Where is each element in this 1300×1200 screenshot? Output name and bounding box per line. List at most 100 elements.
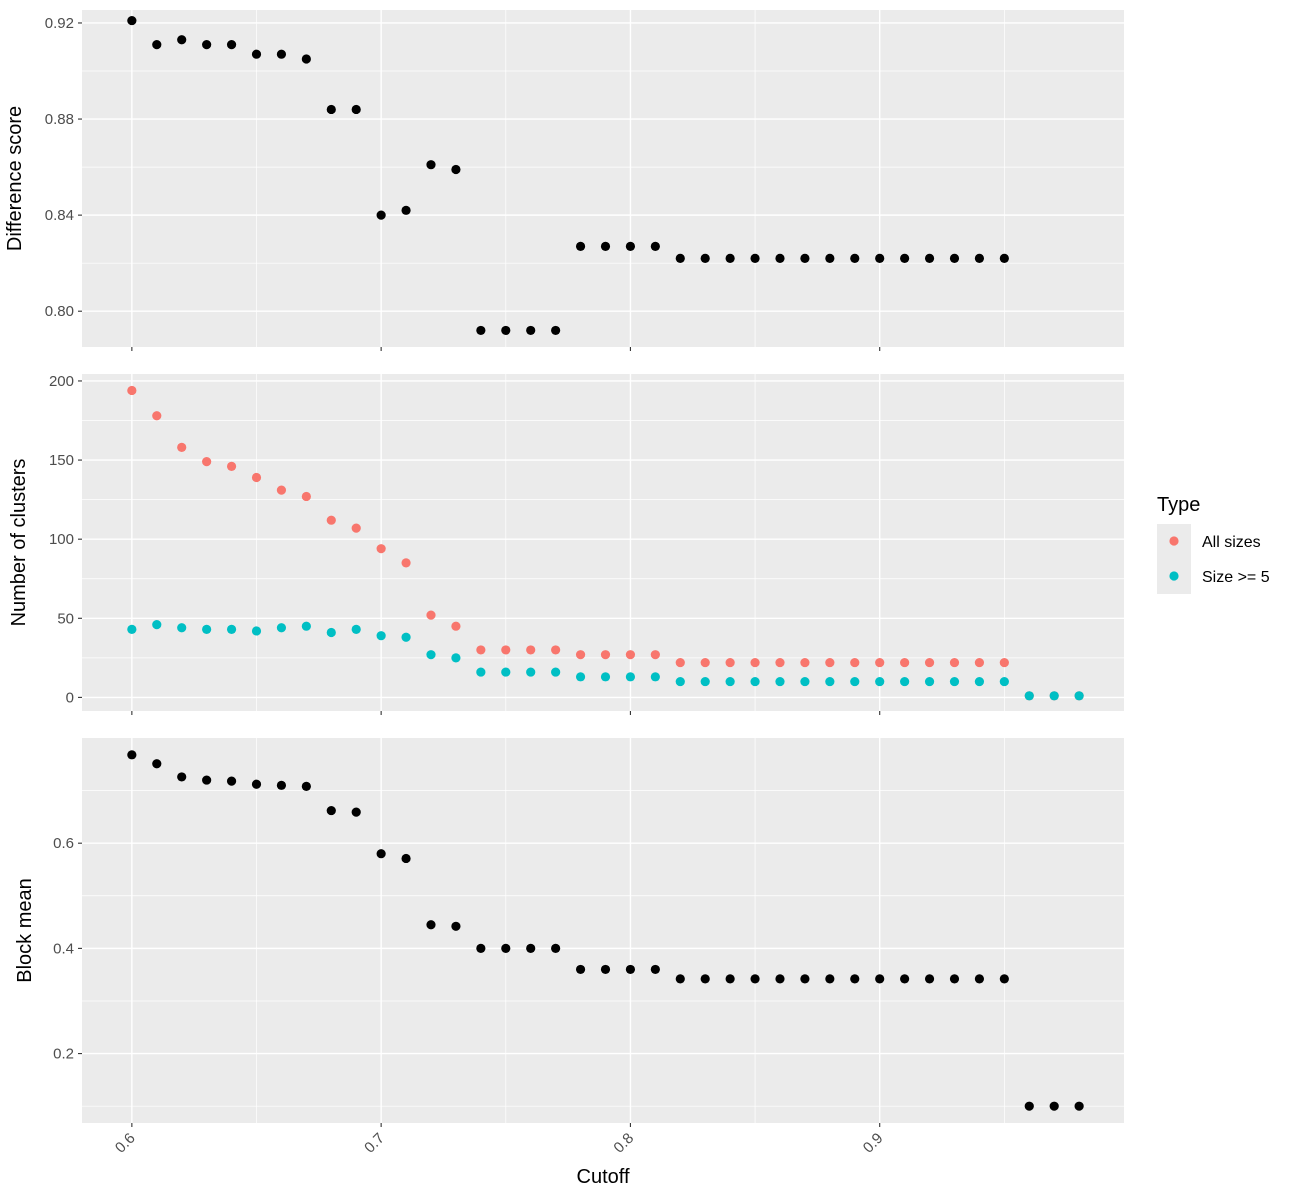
data-point [326,104,336,115]
series-2 [127,620,1084,701]
data-point [326,515,336,525]
data-point [625,964,636,975]
data-point [451,621,461,631]
y-tick-label: 50 [57,610,74,627]
data-point [999,974,1009,984]
data-point [177,623,187,633]
data-point [351,523,361,533]
data-point [825,974,835,984]
data-point [675,974,685,984]
data-point [650,672,660,682]
series-1 [127,750,1084,1111]
x-tick-label: 0.6 [112,1130,139,1157]
data-point [501,943,511,953]
data-point [999,657,1009,668]
data-point [625,241,636,251]
data-point [600,650,611,660]
y-tick-label: 150 [49,452,74,469]
data-point [949,657,960,668]
data-point [625,650,636,660]
panel-3: 0.2 0.4 0.6 Block mean [14,738,1124,1127]
data-point [650,241,660,251]
data-point [376,631,386,641]
data-point [426,920,436,930]
y-tick-label: 0.6 [53,835,74,852]
data-point [401,205,411,215]
data-point [900,676,910,687]
data-point [825,676,835,687]
data-point [276,623,287,633]
data-point [600,241,611,251]
data-point [376,544,386,554]
data-point [177,35,187,45]
data-point [750,676,760,687]
data-point [650,650,660,660]
x-axis: 0.6 0.7 0.8 0.9 [112,1130,887,1157]
data-point [301,491,311,502]
data-point [501,325,511,336]
y-axis-title: Number of clusters [8,459,30,627]
data-point [251,779,262,789]
data-point [127,624,137,634]
data-point [999,253,1009,263]
data-point [276,49,287,59]
data-point [775,676,785,687]
data-point [999,676,1009,687]
y-tick-label: 0.84 [45,207,74,224]
data-point [351,807,361,817]
data-point [575,650,586,660]
data-point [700,974,710,984]
data-point [900,657,910,668]
data-point [825,253,835,263]
data-point [924,657,935,668]
data-point [401,632,411,642]
data-point [775,253,785,263]
x-tick-label: 0.9 [860,1130,887,1157]
data-point [501,667,511,677]
data-point [476,667,486,677]
data-point [251,49,262,59]
data-point [326,627,336,638]
data-point [127,750,137,760]
data-point [376,210,386,220]
data-point [426,160,436,170]
legend-label-all-sizes: All sizes [1202,534,1261,551]
data-point [152,39,162,50]
y-tick-label: 0 [66,689,74,706]
y-tick-label: 100 [49,531,74,548]
data-point [750,974,760,984]
data-point [625,672,636,682]
y-tick-label: 0.80 [45,303,74,320]
data-point [202,624,212,634]
data-point [850,676,860,687]
data-point [675,657,685,668]
data-point [127,385,137,396]
data-point [476,645,486,655]
data-point [575,241,586,251]
data-point [875,253,885,263]
data-point [600,964,611,975]
data-point [476,325,486,336]
data-point [326,805,336,816]
data-point [1074,1101,1084,1111]
data-point [949,676,960,687]
data-point [127,15,137,26]
data-point [1049,691,1059,701]
y-tick-label: 0.4 [53,940,74,957]
data-point [351,104,361,115]
data-point [251,626,262,636]
data-point [152,620,162,630]
data-point [974,657,985,668]
data-point [850,657,860,668]
x-tick-label: 0.7 [361,1130,388,1157]
data-point [875,657,885,668]
data-point [501,645,511,655]
data-point [526,645,536,655]
data-point [900,974,910,984]
data-point [974,253,985,263]
data-point [974,676,985,687]
legend-key-size-ge-5 [1169,571,1179,581]
data-point [725,974,735,984]
legend-title: Type [1157,494,1200,516]
